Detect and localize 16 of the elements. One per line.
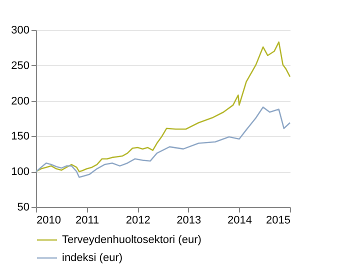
x-tick-label: 2015 (266, 214, 290, 226)
y-tick-label: 200 (11, 95, 30, 108)
y-tick-label: 50 (17, 202, 30, 214)
y-tick-label: 150 (11, 130, 30, 143)
y-tick-label: 300 (11, 24, 30, 36)
x-tick-label: 2012 (126, 214, 150, 226)
y-tick-label: 100 (11, 166, 30, 178)
y-tick-label: 250 (11, 60, 30, 72)
line-series (35, 41, 291, 172)
x-tick-label: 2010 (36, 214, 61, 226)
x-tick-label: 2011 (75, 214, 100, 226)
x-tick-label: 2013 (176, 214, 202, 226)
legend-label: indeksi (eur) (62, 252, 123, 264)
line-series (35, 106, 291, 178)
x-tick-label: 2014 (227, 214, 252, 226)
legend-label: Terveydenhuoltosektori (eur) (62, 234, 202, 246)
